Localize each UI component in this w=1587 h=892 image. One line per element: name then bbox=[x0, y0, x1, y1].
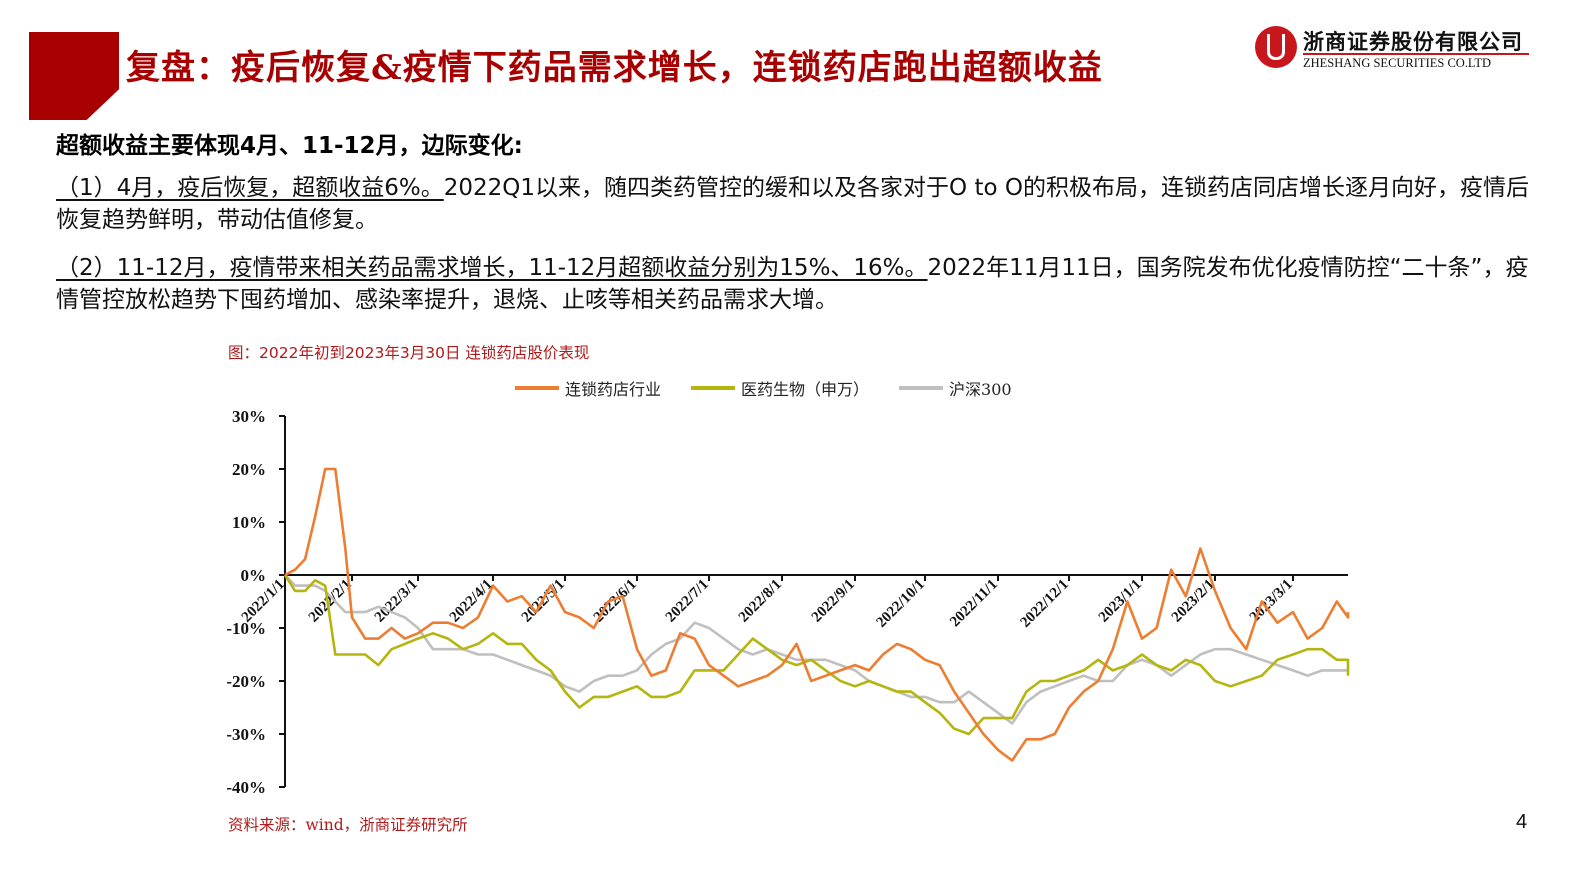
lead-heading: 超额收益主要体现4月、11-12月，边际变化: bbox=[56, 133, 523, 159]
x-tick-label: 2023/1/1 bbox=[1096, 577, 1145, 626]
y-tick-label: 0% bbox=[241, 566, 267, 585]
logo-divider bbox=[1303, 53, 1529, 55]
y-tick-label: 30% bbox=[232, 407, 266, 426]
legend-swatch-pharmacy bbox=[515, 386, 559, 390]
legend-item-pharma-biotech: 医药生物（申万） bbox=[691, 376, 869, 400]
figure-source: 资料来源：wind，浙商证券研究所 bbox=[228, 816, 468, 834]
y-tick-label: -10% bbox=[226, 619, 266, 638]
legend-item-csi300: 沪深300 bbox=[899, 376, 1012, 400]
x-tick-label: 2022/12/1 bbox=[1017, 577, 1071, 631]
x-tick-label: 2023/3/1 bbox=[1247, 577, 1296, 626]
y-tick-label: -40% bbox=[226, 778, 266, 797]
figure-caption: 图：2022年初到2023年3月30日 连锁药店股价表现 bbox=[228, 344, 590, 362]
legend-swatch-pharma-biotech bbox=[691, 386, 736, 390]
y-tick-label: 20% bbox=[232, 460, 266, 479]
paragraph-2-body: 2022年11月11日，国务院发布优化疫情防控“二十条”，疫情管控放松趋势下囤药… bbox=[56, 255, 1529, 313]
series-line bbox=[284, 467, 1350, 762]
x-axis: 2022/1/1 2022/2/1 2022/3/1 2022/4/1 2022/5/1… bbox=[239, 574, 1348, 631]
y-axis: 30% 20% 10% 0% -10% -20% -30% -40% bbox=[226, 407, 286, 797]
logo-name-en: ZHESHANG SECURITIES CO.LTD bbox=[1303, 56, 1492, 70]
paragraph-2: （2）11-12月，疫情带来相关药品需求增长，11-12月超额收益分别为15%、… bbox=[56, 252, 1536, 316]
x-tick-label: 2022/7/1 bbox=[663, 577, 712, 626]
y-tick-label: -20% bbox=[226, 672, 266, 691]
legend-swatch-csi300 bbox=[899, 386, 944, 390]
legend-label: 沪深300 bbox=[949, 380, 1012, 399]
page-number: 4 bbox=[1516, 811, 1528, 833]
legend-label: 医药生物（申万） bbox=[741, 380, 870, 399]
x-tick-label: 2023/2/1 bbox=[1169, 577, 1218, 626]
y-tick-label: 10% bbox=[232, 513, 266, 532]
x-tick-label: 2022/8/1 bbox=[736, 577, 785, 626]
page-title: 复盘：疫后恢复&疫情下药品需求增长，连锁药店跑出超额收益 bbox=[126, 48, 1103, 88]
x-tick-label: 2022/3/1 bbox=[372, 577, 421, 626]
company-logo: 浙商证券股份有限公司 ZHESHANG SECURITIES CO.LTD bbox=[1255, 24, 1545, 74]
paragraph-2-highlight: （2）11-12月，疫情带来相关药品需求增长，11-12月超额收益分别为15%、… bbox=[56, 255, 928, 281]
logo-emblem-icon bbox=[1255, 26, 1297, 68]
chart-series bbox=[283, 467, 1350, 762]
y-tick-label: -30% bbox=[226, 725, 266, 744]
x-tick-label: 2022/9/1 bbox=[809, 577, 858, 626]
legend-label: 连锁药店行业 bbox=[565, 380, 662, 399]
paragraph-1-body: 2022Q1以来，随四类药管控的缓和以及各家对于O to O的积极布局，连锁药店… bbox=[56, 175, 1529, 233]
series-line bbox=[284, 574, 1348, 725]
x-tick-label: 2022/10/1 bbox=[873, 577, 927, 631]
x-tick-label: 2022/4/1 bbox=[447, 577, 496, 626]
logo-name-cn: 浙商证券股份有限公司 bbox=[1303, 29, 1523, 54]
chart-legend: 连锁药店行业 医药生物（申万） 沪深300 bbox=[515, 376, 1012, 400]
legend-item-pharmacy: 连锁药店行业 bbox=[515, 376, 661, 400]
paragraph-1: （1）4月，疫后恢复，超额收益6%。2022Q1以来，随四类药管控的缓和以及各家… bbox=[56, 172, 1536, 236]
series-line bbox=[283, 574, 1350, 736]
x-tick-label: 2022/11/1 bbox=[947, 577, 1001, 631]
paragraph-1-highlight: （1）4月，疫后恢复，超额收益6%。 bbox=[56, 175, 444, 201]
